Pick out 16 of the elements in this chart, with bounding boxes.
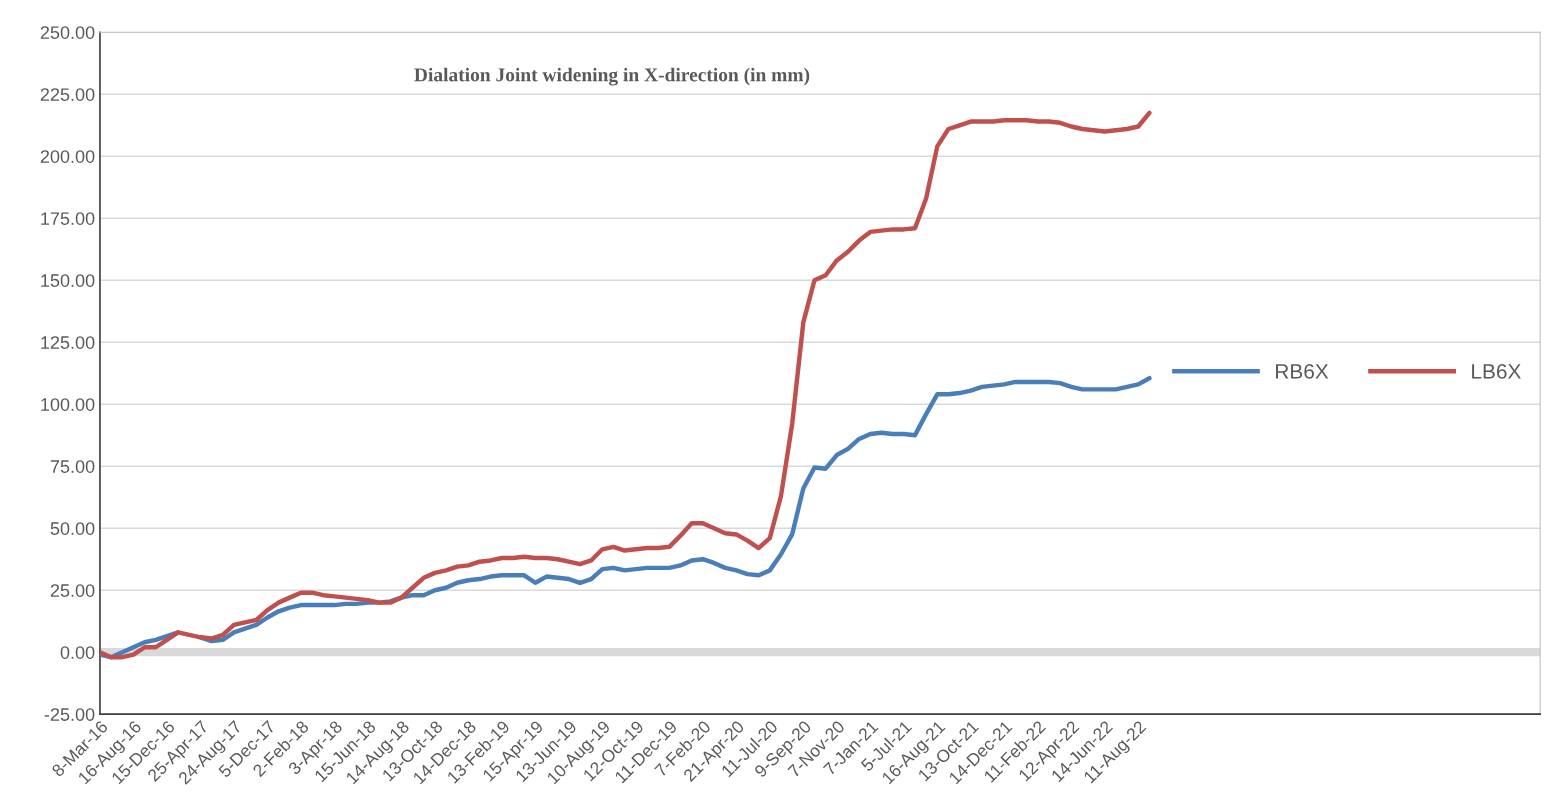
y-tick-label: 175.00 — [41, 212, 95, 225]
y-tick-label: 0.00 — [60, 646, 95, 659]
y-tick-label: 225.00 — [40, 88, 95, 101]
y-tick-label: 200.00 — [40, 150, 95, 163]
y-tick-label: 250.00 — [40, 26, 95, 39]
y-tick-label: 100.00 — [41, 398, 95, 411]
y-tick-label: 25.00 — [50, 584, 95, 597]
y-tick-label: 125.00 — [41, 336, 95, 349]
y-tick-label: 75.00 — [50, 460, 95, 473]
legend-label: RB6X — [1276, 364, 1329, 379]
legend-label: LB6X — [1472, 364, 1521, 379]
line-series — [99, 110, 1152, 660]
text: Dialation Joint widening in X-direction (in mm) — [414, 67, 810, 86]
y-tick-label: 150.00 — [41, 274, 95, 287]
y-tick-label: -25.00 — [44, 708, 95, 721]
y-tick-label: 50.00 — [50, 522, 95, 535]
